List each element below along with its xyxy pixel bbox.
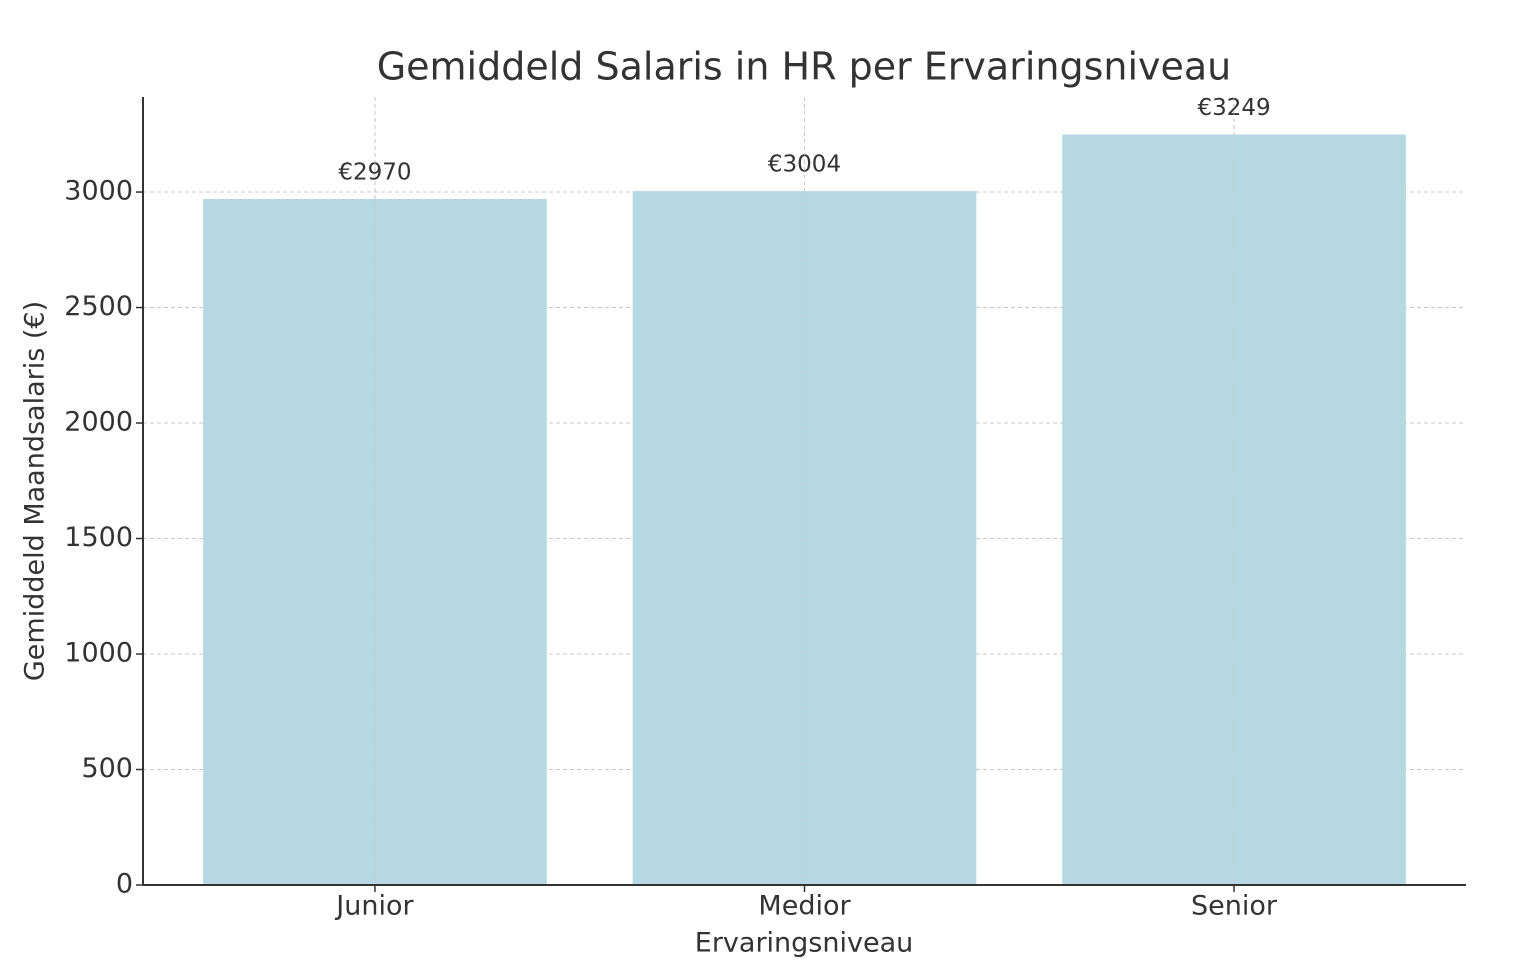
chart-title: Gemiddeld Salaris in HR per Ervaringsniv… [377,45,1232,89]
x-axis-label: Ervaringsniveau [695,928,913,959]
y-tick-label: 1500 [64,522,133,553]
y-tick-label: 1000 [64,638,133,669]
y-tick-label: 2500 [64,291,133,322]
y-tick-label: 500 [81,753,133,784]
y-tick-label: 3000 [64,176,133,207]
x-tick-label: Senior [1191,891,1278,922]
y-axis-label: Gemiddeld Maandsalaris (€) [20,301,51,681]
x-tick-label: Junior [334,891,414,922]
y-tick-label: 0 [116,869,133,900]
y-tick-label: 2000 [64,407,133,438]
x-tick-label: Medior [758,891,851,922]
